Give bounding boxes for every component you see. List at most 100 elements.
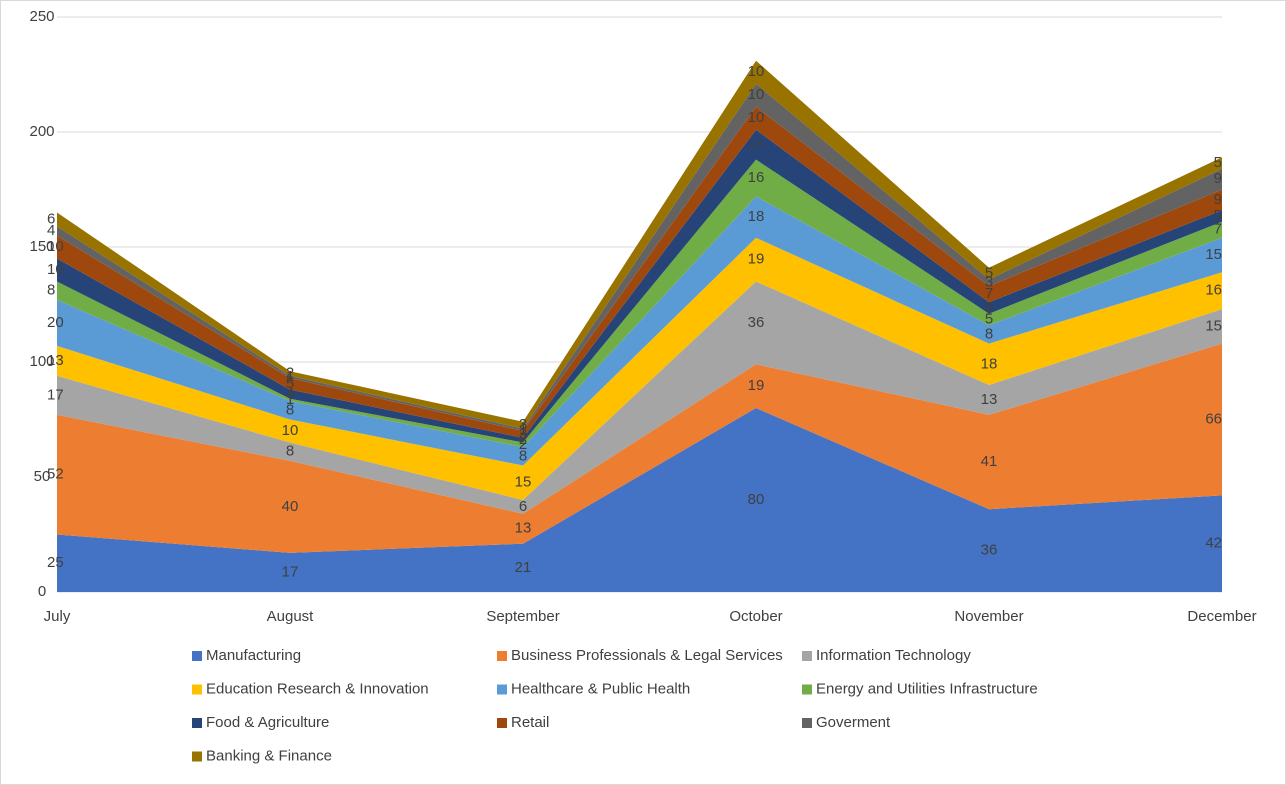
area bbox=[57, 60, 1222, 429]
data-label: 17 bbox=[47, 386, 64, 403]
data-label: 10 bbox=[282, 422, 299, 439]
data-label: 18 bbox=[748, 208, 765, 225]
y-tick-label: 200 bbox=[29, 123, 54, 140]
area bbox=[57, 281, 1222, 514]
legend-label: Goverment bbox=[816, 714, 891, 731]
data-label: 36 bbox=[748, 314, 765, 331]
legend-label: Business Professionals & Legal Services bbox=[511, 647, 783, 664]
legend-swatch bbox=[802, 718, 812, 728]
y-tick-label: 0 bbox=[38, 583, 46, 600]
data-label: 9 bbox=[1214, 170, 1222, 187]
legend-swatch bbox=[802, 651, 812, 661]
data-label: 20 bbox=[47, 314, 64, 331]
data-label: 25 bbox=[47, 554, 64, 571]
data-label: 13 bbox=[748, 136, 765, 153]
data-label: 8 bbox=[286, 443, 294, 460]
y-tick-label: 50 bbox=[34, 468, 51, 485]
data-label: 80 bbox=[748, 491, 765, 508]
data-label: 5 bbox=[985, 310, 993, 327]
y-tick-label: 250 bbox=[29, 8, 54, 25]
legend-swatch bbox=[497, 651, 507, 661]
legend-label: Education Research & Innovation bbox=[206, 680, 429, 697]
data-label: 15 bbox=[515, 474, 532, 491]
data-label: 7 bbox=[985, 285, 993, 302]
data-label: 3 bbox=[985, 274, 993, 291]
areas bbox=[57, 60, 1222, 592]
legend-label: Healthcare & Public Health bbox=[511, 680, 690, 697]
legend-label: Energy and Utilities Infrastructure bbox=[816, 680, 1038, 697]
legend-swatch bbox=[192, 684, 202, 695]
data-label: 66 bbox=[1205, 410, 1222, 427]
x-tick-label: September bbox=[486, 608, 559, 625]
x-tick-label: August bbox=[267, 608, 315, 625]
data-label: 21 bbox=[515, 559, 532, 576]
data-label: 3 bbox=[519, 416, 527, 433]
area bbox=[57, 408, 1222, 592]
data-label: 1 bbox=[286, 368, 294, 385]
data-label: 5 bbox=[1214, 207, 1222, 224]
data-label: 2 bbox=[519, 436, 527, 453]
legend-swatch bbox=[497, 684, 507, 695]
area bbox=[57, 159, 1222, 448]
data-label: 16 bbox=[1205, 282, 1222, 299]
data-label: 16 bbox=[748, 169, 765, 186]
area bbox=[57, 343, 1222, 553]
data-label: 10 bbox=[47, 261, 64, 278]
data-label: 10 bbox=[748, 86, 765, 103]
legend-swatch bbox=[192, 751, 202, 762]
data-label: 5 bbox=[985, 264, 993, 281]
data-label: 10 bbox=[748, 109, 765, 126]
data-label: 15 bbox=[1205, 317, 1222, 334]
data-label: 6 bbox=[519, 498, 527, 515]
data-label: 17 bbox=[282, 563, 299, 580]
y-tick-label: 150 bbox=[29, 238, 54, 255]
data-label: 36 bbox=[981, 542, 998, 559]
data-label: 42 bbox=[1205, 535, 1222, 552]
area bbox=[57, 196, 1222, 466]
data-label: 8 bbox=[286, 401, 294, 418]
data-label: 8 bbox=[985, 325, 993, 342]
data-label: 15 bbox=[1205, 246, 1222, 263]
data-label: 13 bbox=[981, 391, 998, 408]
y-tick-label: 100 bbox=[29, 353, 54, 370]
data-label: 41 bbox=[981, 453, 998, 470]
data-label: 3 bbox=[519, 425, 527, 442]
area bbox=[57, 129, 1222, 443]
data-label: 1 bbox=[286, 391, 294, 408]
data-label: 52 bbox=[47, 466, 64, 483]
data-label: 6 bbox=[47, 210, 55, 227]
x-tick-label: December bbox=[1187, 608, 1256, 625]
area bbox=[57, 106, 1222, 438]
data-label: 5 bbox=[985, 299, 993, 316]
data-label: 40 bbox=[282, 498, 299, 515]
data-label: 5 bbox=[286, 375, 294, 392]
legend-swatch bbox=[497, 718, 507, 728]
legend-swatch bbox=[802, 684, 812, 695]
legend-label: Manufacturing bbox=[206, 647, 301, 664]
legend-label: Retail bbox=[511, 714, 549, 731]
area bbox=[57, 237, 1222, 501]
legend-swatch bbox=[192, 651, 202, 661]
data-label: 19 bbox=[748, 377, 765, 394]
data-label: 10 bbox=[47, 238, 64, 255]
data-label: 13 bbox=[515, 520, 532, 537]
legend-label: Information Technology bbox=[816, 647, 971, 664]
data-label: 9 bbox=[1214, 191, 1222, 208]
legend-label: Banking & Finance bbox=[206, 747, 332, 764]
data-label: 13 bbox=[47, 352, 64, 369]
data-label: 8 bbox=[47, 282, 55, 299]
legend-swatch bbox=[192, 718, 202, 728]
data-label: 5 bbox=[1214, 154, 1222, 171]
data-label: 10 bbox=[748, 63, 765, 80]
x-tick-label: November bbox=[954, 608, 1023, 625]
data-label: 4 bbox=[47, 222, 55, 239]
data-label: 19 bbox=[748, 251, 765, 268]
legend-label: Food & Agriculture bbox=[206, 714, 329, 731]
data-label: 1 bbox=[519, 421, 527, 438]
data-label: 8 bbox=[519, 447, 527, 464]
x-tick-label: October bbox=[729, 608, 782, 625]
data-label: 4 bbox=[286, 385, 294, 402]
data-label: 7 bbox=[1214, 221, 1222, 238]
